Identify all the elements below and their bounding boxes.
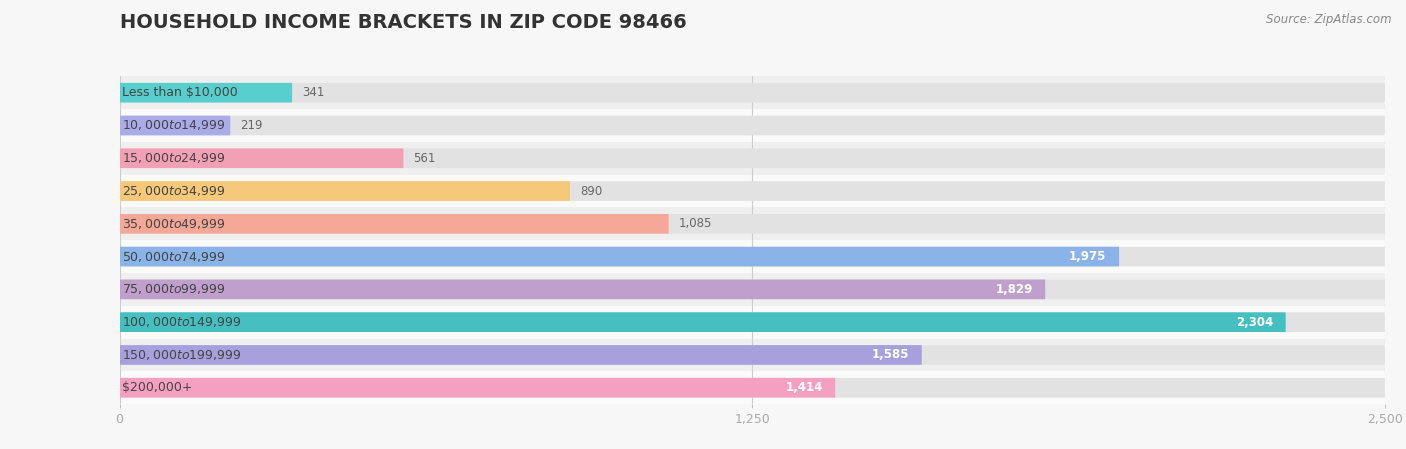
Text: $50,000 to $74,999: $50,000 to $74,999: [122, 250, 226, 264]
FancyBboxPatch shape: [120, 345, 922, 365]
Text: 890: 890: [581, 185, 602, 198]
Text: $200,000+: $200,000+: [122, 381, 193, 394]
FancyBboxPatch shape: [120, 345, 1385, 365]
Text: $10,000 to $14,999: $10,000 to $14,999: [122, 119, 226, 132]
FancyBboxPatch shape: [120, 247, 1119, 266]
Text: 2,304: 2,304: [1236, 316, 1272, 329]
FancyBboxPatch shape: [120, 313, 1285, 332]
Text: $35,000 to $49,999: $35,000 to $49,999: [122, 217, 226, 231]
Text: 1,414: 1,414: [785, 381, 823, 394]
Bar: [120, 273, 1385, 306]
FancyBboxPatch shape: [120, 181, 569, 201]
FancyBboxPatch shape: [120, 214, 669, 233]
Bar: [120, 240, 1385, 273]
FancyBboxPatch shape: [120, 313, 1385, 332]
Bar: [120, 175, 1385, 207]
FancyBboxPatch shape: [120, 214, 1385, 233]
Text: $25,000 to $34,999: $25,000 to $34,999: [122, 184, 226, 198]
FancyBboxPatch shape: [120, 83, 292, 102]
Bar: [120, 142, 1385, 175]
Bar: [120, 371, 1385, 404]
FancyBboxPatch shape: [120, 378, 1385, 397]
FancyBboxPatch shape: [120, 116, 1385, 135]
Text: $15,000 to $24,999: $15,000 to $24,999: [122, 151, 226, 165]
FancyBboxPatch shape: [120, 83, 1385, 102]
Bar: [120, 306, 1385, 339]
FancyBboxPatch shape: [120, 149, 404, 168]
FancyBboxPatch shape: [120, 181, 1385, 201]
FancyBboxPatch shape: [120, 280, 1045, 299]
Text: $150,000 to $199,999: $150,000 to $199,999: [122, 348, 242, 362]
FancyBboxPatch shape: [120, 280, 1385, 299]
FancyBboxPatch shape: [120, 149, 1385, 168]
Text: 1,975: 1,975: [1069, 250, 1107, 263]
Text: 1,829: 1,829: [995, 283, 1032, 296]
Text: Less than $10,000: Less than $10,000: [122, 86, 238, 99]
Text: HOUSEHOLD INCOME BRACKETS IN ZIP CODE 98466: HOUSEHOLD INCOME BRACKETS IN ZIP CODE 98…: [120, 13, 686, 32]
Text: 1,085: 1,085: [679, 217, 713, 230]
Text: $100,000 to $149,999: $100,000 to $149,999: [122, 315, 242, 329]
FancyBboxPatch shape: [120, 116, 231, 135]
Text: $75,000 to $99,999: $75,000 to $99,999: [122, 282, 226, 296]
Bar: [120, 339, 1385, 371]
FancyBboxPatch shape: [120, 247, 1385, 266]
FancyBboxPatch shape: [120, 378, 835, 397]
Text: 219: 219: [240, 119, 263, 132]
Text: Source: ZipAtlas.com: Source: ZipAtlas.com: [1267, 13, 1392, 26]
Text: 341: 341: [302, 86, 325, 99]
Text: 561: 561: [413, 152, 436, 165]
Bar: [120, 76, 1385, 109]
Bar: [120, 207, 1385, 240]
Bar: [120, 109, 1385, 142]
Text: 1,585: 1,585: [872, 348, 910, 361]
